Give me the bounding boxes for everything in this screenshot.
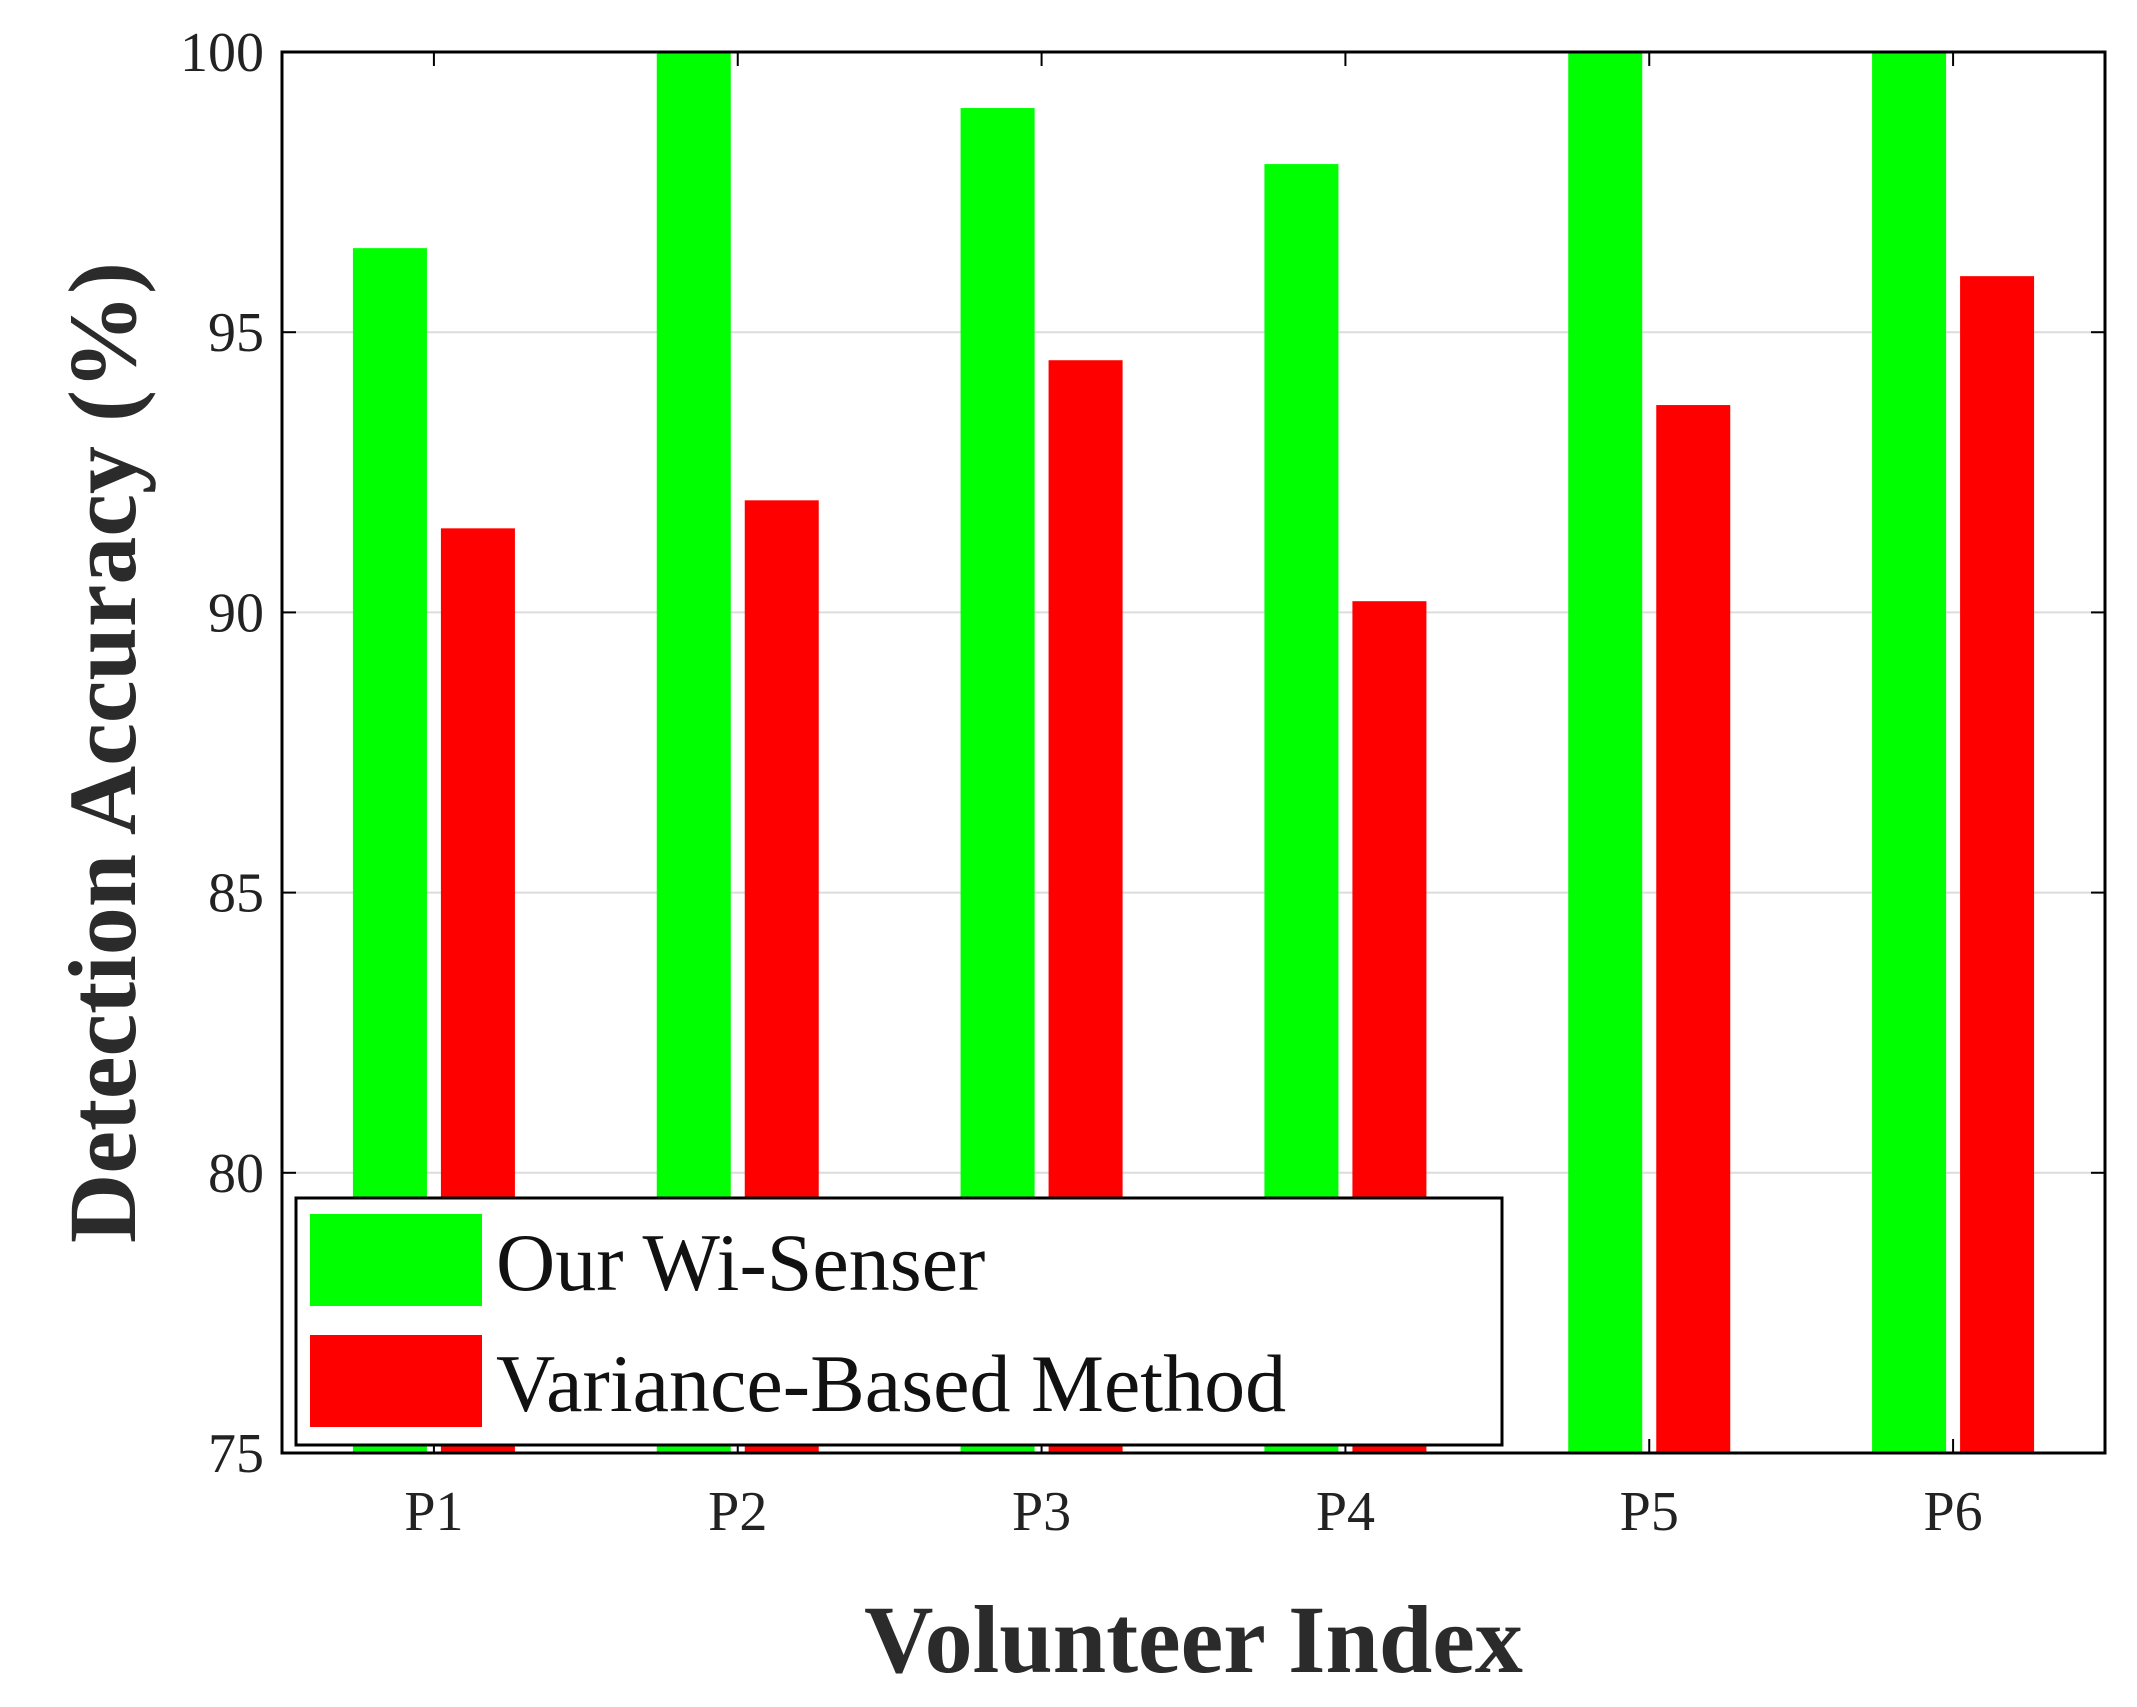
x-tick-label: P2 xyxy=(708,1481,767,1543)
x-tick-label: P3 xyxy=(1012,1481,1071,1543)
legend-label-our-wi-senser: Our Wi-Senser xyxy=(496,1217,985,1308)
bar-variance-based-method-p6 xyxy=(1960,276,2035,1453)
gridlines xyxy=(282,331,2105,1174)
x-tick-label: P1 xyxy=(404,1481,463,1543)
x-axis-ticks: P1 P2 P3 P4 P5 P6 xyxy=(404,52,1983,1543)
y-tick-label: 95 xyxy=(208,302,264,364)
bar-variance-based-method-p5 xyxy=(1656,405,1731,1453)
legend-box xyxy=(294,1196,1504,1447)
plot-frame xyxy=(280,50,2107,1455)
y-tick-label: 75 xyxy=(208,1423,264,1485)
x-tick-label: P4 xyxy=(1316,1481,1375,1543)
legend-label-variance-based-method: Variance-Based Method xyxy=(496,1338,1286,1429)
x-tick-label: P5 xyxy=(1620,1481,1679,1543)
y-tick-label: 80 xyxy=(208,1143,264,1205)
y-axis-ticks: 75 80 85 90 95 100 xyxy=(180,22,2105,1485)
legend: Our Wi-Senser Variance-Based Method xyxy=(294,1196,1504,1447)
x-axis-title: Volunteer Index xyxy=(864,1586,1523,1693)
x-tick-label: P6 xyxy=(1924,1481,1983,1543)
bar-our-wi-senser-p5 xyxy=(1568,52,1643,1453)
y-tick-label: 90 xyxy=(208,582,264,644)
legend-swatch-variance-based-method xyxy=(310,1335,482,1427)
legend-swatch-our-wi-senser xyxy=(310,1214,482,1306)
y-tick-label: 85 xyxy=(208,863,264,925)
y-axis-title: Detection Accuracy (%) xyxy=(49,262,156,1243)
bar-our-wi-senser-p6 xyxy=(1872,52,1947,1453)
y-tick-label: 100 xyxy=(180,22,264,84)
